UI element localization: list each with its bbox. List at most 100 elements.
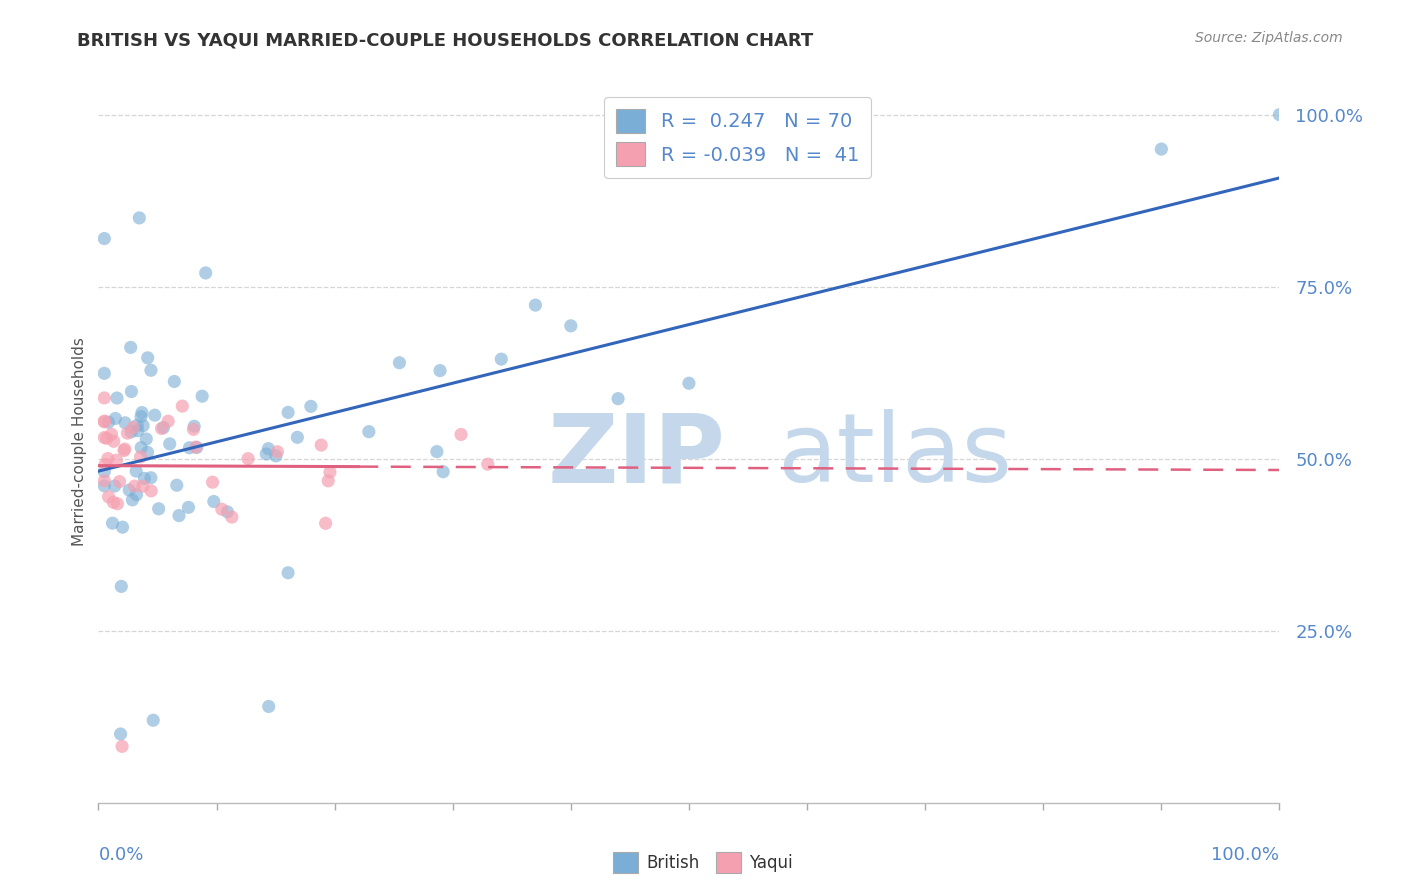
Point [108, 475, 131, 489]
Point [277, 405, 299, 419]
Point [142, 713, 165, 727]
Point [236, 451, 259, 466]
Point [97, 415, 120, 429]
Point [120, 384, 142, 399]
Point [97, 490, 120, 504]
Point [124, 479, 146, 493]
Point [159, 437, 181, 451]
Point [150, 421, 173, 435]
Point [141, 483, 163, 498]
Point [111, 520, 134, 534]
Point [93, 430, 115, 444]
Text: ZIP: ZIP [547, 409, 725, 502]
Point [319, 465, 342, 479]
Point [117, 426, 139, 441]
Point [132, 479, 155, 493]
Point [93, 465, 115, 479]
Point [257, 442, 280, 456]
Point [1268, 108, 1291, 122]
Point [93, 391, 115, 405]
Point [217, 505, 239, 519]
Point [277, 566, 299, 580]
Legend: R =  0.247   N = 70, R = -0.039   N =  41: R = 0.247 N = 70, R = -0.039 N = 41 [605, 97, 870, 178]
Point [257, 699, 280, 714]
Point [266, 444, 288, 458]
Point [450, 427, 472, 442]
Point [179, 441, 201, 455]
Point [93, 479, 115, 493]
Point [524, 298, 547, 312]
Point [163, 375, 186, 389]
Point [148, 501, 170, 516]
Point [132, 418, 155, 433]
Point [183, 419, 205, 434]
Point [194, 266, 217, 280]
Point [201, 475, 224, 490]
Point [120, 425, 142, 439]
Point [111, 739, 134, 754]
Point [134, 471, 156, 485]
Text: BRITISH VS YAQUI MARRIED-COUPLE HOUSEHOLDS CORRELATION CHART: BRITISH VS YAQUI MARRIED-COUPLE HOUSEHOL… [77, 31, 814, 49]
Point [607, 392, 630, 406]
Point [114, 442, 136, 456]
Point [426, 444, 449, 458]
Point [357, 425, 380, 439]
Point [678, 376, 700, 391]
Point [101, 516, 124, 531]
Point [120, 340, 142, 354]
Point [221, 510, 243, 524]
Point [121, 492, 143, 507]
Point [136, 351, 159, 365]
Point [315, 516, 337, 531]
Text: 0.0%: 0.0% [98, 847, 143, 864]
Point [127, 424, 149, 438]
Point [264, 449, 287, 463]
Point [211, 502, 233, 516]
Y-axis label: Married-couple Households: Married-couple Households [72, 337, 87, 546]
Point [100, 427, 122, 442]
Point [127, 418, 149, 433]
Point [110, 579, 132, 593]
Point [1150, 142, 1173, 156]
Point [110, 727, 132, 741]
Point [316, 474, 339, 488]
Point [104, 411, 127, 425]
Point [388, 356, 411, 370]
Point [94, 458, 117, 472]
Point [105, 391, 128, 405]
Point [93, 414, 115, 428]
Point [129, 450, 152, 464]
Point [112, 443, 135, 458]
Point [560, 318, 582, 333]
Point [97, 451, 120, 466]
Point [309, 438, 332, 452]
Point [183, 422, 205, 436]
Point [131, 406, 153, 420]
Point [107, 497, 129, 511]
Point [429, 363, 451, 377]
Point [122, 420, 145, 434]
Point [191, 389, 214, 403]
Point [93, 474, 115, 488]
Point [167, 508, 190, 523]
Point [287, 430, 309, 444]
Point [186, 441, 208, 455]
Point [135, 432, 157, 446]
Point [184, 440, 207, 454]
Point [93, 367, 115, 381]
Text: atlas: atlas [778, 409, 1012, 502]
Point [477, 457, 499, 471]
Point [139, 471, 162, 485]
Point [139, 363, 162, 377]
Point [152, 420, 174, 434]
Point [177, 500, 200, 515]
Legend: British, Yaqui: British, Yaqui [606, 846, 800, 880]
Point [202, 494, 225, 508]
Point [143, 408, 166, 422]
Point [129, 409, 152, 424]
Point [172, 399, 194, 413]
Point [93, 231, 115, 245]
Point [136, 445, 159, 459]
Point [114, 416, 136, 430]
Point [491, 352, 513, 367]
